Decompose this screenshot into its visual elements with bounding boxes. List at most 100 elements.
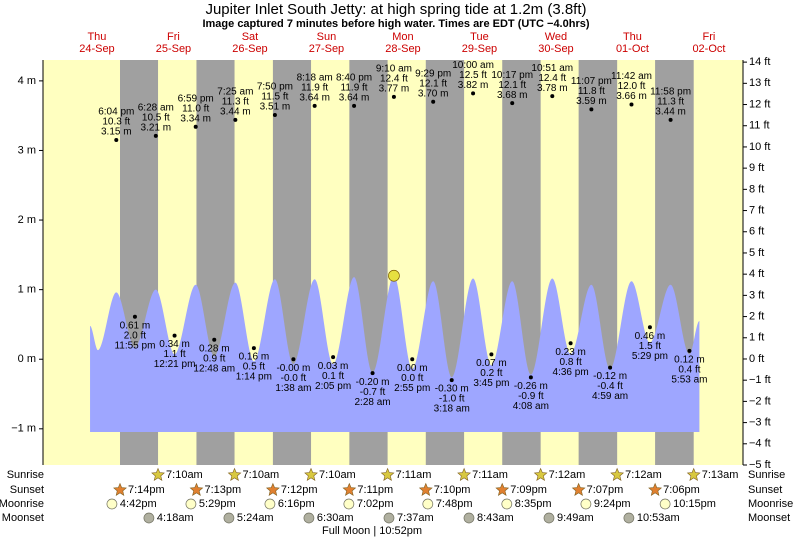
sunrise-time: 7:11am	[472, 469, 508, 481]
moonset-icon	[623, 512, 635, 524]
low-tide-dot	[291, 357, 296, 362]
sunset-icon	[418, 482, 433, 496]
high-tide-ft: 12.4 ft	[380, 74, 408, 85]
low-tide-ft: 0.9 ft	[203, 353, 225, 364]
high-tide-ft: 12.5 ft	[459, 70, 487, 81]
low-tide-dot	[251, 346, 256, 351]
high-tide-m: 3.68 m	[497, 90, 528, 101]
high-tide-dot	[153, 133, 158, 138]
sunset-row-label: Sunset	[10, 484, 44, 496]
low-tide-time: 11:55 pm	[114, 340, 155, 351]
high-tide-m: 3.64 m	[299, 93, 330, 104]
high-tide-m: 3.44 m	[220, 106, 251, 117]
sunrise-time: 7:10am	[166, 469, 203, 481]
day-date: 02-Oct	[692, 43, 725, 55]
moonset-time: 4:18am	[157, 512, 194, 524]
moonset-icon	[383, 512, 395, 524]
sunset-icon	[495, 482, 510, 496]
low-tide-ft: 0.0 ft	[401, 373, 423, 384]
moonrise-row-label-right: Moonrise	[748, 498, 793, 510]
high-tide-dot	[391, 94, 396, 99]
high-tide-ft: 11.5 ft	[261, 92, 288, 103]
low-tide-m: 0.28 m	[199, 343, 230, 354]
y2-tick-label: −3 ft	[749, 416, 771, 428]
moonrise-time: 9:24pm	[594, 498, 631, 510]
low-tide-time: 5:53 am	[671, 375, 707, 386]
y2-tick-label: 1 ft	[749, 332, 764, 344]
low-tide-dot	[568, 341, 573, 346]
high-tide-ft: 11.3 ft	[657, 96, 684, 107]
low-tide-dot	[410, 357, 415, 362]
low-tide-ft: 1.1 ft	[163, 349, 185, 360]
high-tide-m: 3.59 m	[576, 96, 607, 107]
high-tide-m: 3.66 m	[616, 91, 647, 102]
sunset-icon	[342, 482, 357, 496]
low-tide-time: 4:59 am	[592, 391, 628, 402]
low-tide-time: 1:14 pm	[236, 372, 272, 383]
moonrise-time: 10:15pm	[673, 498, 716, 510]
moonset-icon	[143, 512, 155, 524]
high-tide-m: 3.44 m	[655, 106, 686, 117]
high-tide-dot	[352, 103, 357, 108]
moonset-time: 8:43am	[477, 512, 514, 524]
low-tide-time: 4:36 pm	[553, 367, 589, 378]
y-tick-label: 4 m	[18, 75, 36, 87]
low-tide-time: 12:21 pm	[154, 359, 196, 370]
day-date: 26-Sep	[232, 43, 267, 55]
low-tide-m: 0.61 m	[120, 320, 151, 331]
high-tide-m: 3.78 m	[537, 83, 568, 94]
high-tide-ft: 11.3 ft	[222, 96, 249, 107]
low-tide-time: 2:28 am	[354, 397, 390, 408]
chart-title: Jupiter Inlet South Jetty: at high sprin…	[205, 1, 586, 18]
low-tide-m: -0.26 m	[514, 381, 548, 392]
sunset-time: 7:12pm	[281, 484, 318, 496]
y2-tick-label: 8 ft	[749, 183, 764, 195]
sunset-time: 7:14pm	[128, 484, 165, 496]
sunrise-icon	[227, 467, 242, 481]
high-tide-time: 7:50 pm	[257, 82, 293, 93]
high-tide-dot	[114, 138, 119, 143]
sunrise-time: 7:11am	[396, 469, 432, 481]
sunrise-time: 7:12am	[625, 469, 662, 481]
low-tide-time: 4:08 am	[513, 401, 549, 412]
high-tide-time: 10:51 am	[531, 63, 573, 74]
sunset-icon	[571, 482, 586, 496]
low-tide-m: 0.00 m	[397, 363, 428, 374]
low-tide-dot	[331, 355, 336, 360]
y2-tick-label: 9 ft	[749, 162, 764, 174]
sunrise-icon	[151, 467, 165, 481]
high-tide-m: 3.70 m	[418, 88, 449, 99]
moonrise-icon	[501, 498, 513, 510]
y2-tick-label: 11 ft	[749, 120, 770, 132]
low-tide-ft: -1.0 ft	[439, 394, 465, 405]
high-tide-ft: 11.0 ft	[182, 103, 209, 114]
moonrise-icon	[343, 498, 355, 510]
low-tide-m: 0.16 m	[239, 352, 270, 363]
y2-tick-label: 0 ft	[749, 353, 764, 365]
low-tide-ft: -0.7 ft	[360, 387, 386, 398]
sunset-icon	[265, 482, 280, 496]
sunset-time: 7:06pm	[663, 484, 700, 496]
y2-tick-label: 3 ft	[749, 289, 764, 301]
low-tide-m: -0.00 m	[276, 363, 310, 374]
sunset-icon	[648, 482, 663, 496]
high-tide-m: 3.82 m	[458, 80, 489, 91]
low-tide-ft: 2.0 ft	[124, 330, 146, 341]
y2-tick-label: 12 ft	[749, 98, 770, 110]
day-weekday: Mon	[392, 31, 413, 43]
low-tide-time: 3:45 pm	[473, 378, 509, 389]
sunset-time: 7:11pm	[357, 484, 393, 496]
high-tide-ft: 10.3 ft	[102, 117, 130, 128]
moonrise-time: 5:29pm	[199, 498, 236, 510]
high-tide-dot	[510, 101, 515, 106]
high-tide-ft: 12.1 ft	[498, 80, 526, 91]
low-tide-dot	[449, 378, 454, 383]
sunrise-icon	[686, 467, 701, 481]
low-tide-ft: 0.2 ft	[480, 368, 502, 379]
sunrise-row-label: Sunrise	[7, 469, 44, 481]
sunrise-icon	[457, 467, 472, 481]
sunrise-time: 7:13am	[702, 469, 739, 481]
high-tide-ft: 12.0 ft	[618, 81, 646, 92]
high-tide-m: 3.15 m	[101, 127, 132, 138]
high-tide-time: 11:42 am	[611, 71, 652, 82]
